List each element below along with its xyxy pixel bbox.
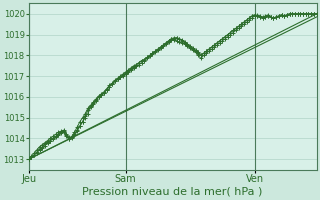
X-axis label: Pression niveau de la mer( hPa ): Pression niveau de la mer( hPa ) (83, 187, 263, 197)
